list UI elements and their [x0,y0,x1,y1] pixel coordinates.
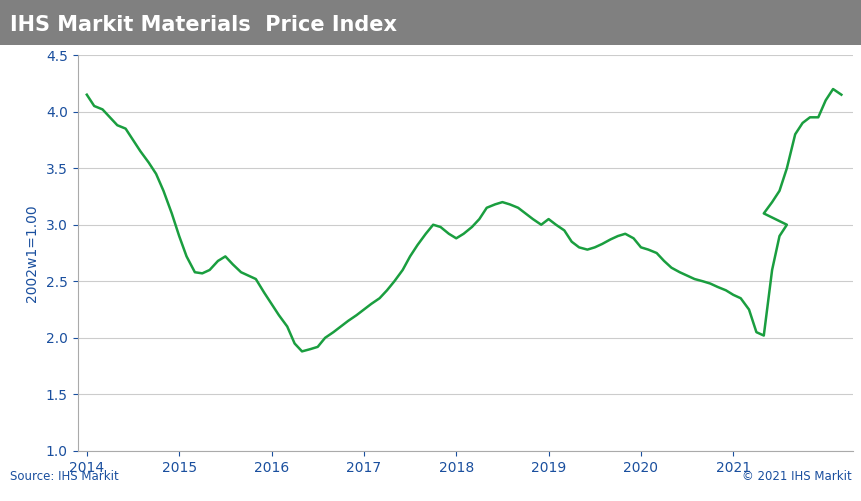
Text: Source: IHS Markit: Source: IHS Markit [10,470,119,483]
Y-axis label: 2002w1=1.00: 2002w1=1.00 [25,204,39,302]
Text: © 2021 IHS Markit: © 2021 IHS Markit [741,470,851,483]
Text: IHS Markit Materials  Price Index: IHS Markit Materials Price Index [10,15,397,35]
